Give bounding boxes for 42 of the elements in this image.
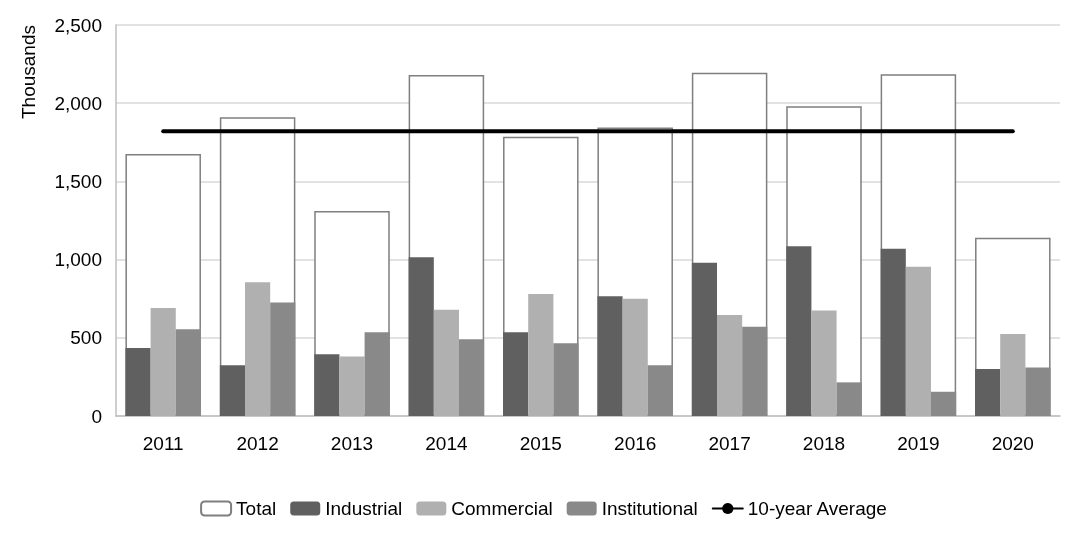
bar bbox=[905, 266, 931, 416]
bar bbox=[1000, 333, 1026, 416]
legend-label: 10-year Average bbox=[747, 498, 887, 519]
bar bbox=[219, 365, 246, 416]
bar bbox=[880, 248, 906, 416]
legend-label: Industrial bbox=[325, 498, 403, 519]
x-tick-label: 2011 bbox=[142, 433, 184, 454]
bar bbox=[503, 332, 529, 416]
y-tick-label: 500 bbox=[70, 327, 102, 349]
x-tick-label: 2019 bbox=[897, 433, 940, 454]
x-tick-label: 2018 bbox=[802, 433, 846, 454]
bar bbox=[975, 369, 1001, 416]
bar bbox=[433, 309, 459, 416]
bar bbox=[597, 296, 623, 416]
legend-label: Total bbox=[236, 498, 277, 519]
bar bbox=[314, 354, 340, 416]
bar bbox=[691, 262, 718, 416]
bar bbox=[811, 310, 837, 416]
bar bbox=[245, 282, 271, 416]
legend-label: Institutional bbox=[601, 498, 698, 519]
y-tick-label: 1,500 bbox=[54, 170, 102, 192]
bar bbox=[528, 294, 554, 416]
x-tick-label: 2013 bbox=[330, 433, 374, 454]
legend-label: Commercial bbox=[451, 498, 553, 519]
x-tick-label: 2014 bbox=[425, 433, 468, 454]
bar bbox=[150, 308, 176, 416]
x-tick-label: 2016 bbox=[614, 433, 657, 454]
bar bbox=[125, 347, 151, 416]
x-tick-label: 2020 bbox=[991, 433, 1034, 454]
x-tick-label: 2017 bbox=[708, 433, 751, 454]
bar bbox=[786, 246, 812, 416]
bar bbox=[622, 298, 648, 416]
bar bbox=[408, 257, 434, 416]
bar bbox=[717, 315, 743, 416]
x-tick-label: 2015 bbox=[519, 433, 562, 454]
y-tick-label: 2,000 bbox=[54, 92, 102, 114]
bar bbox=[339, 356, 365, 416]
y-tick-label: 1,000 bbox=[54, 249, 102, 271]
y-tick-label: 0 bbox=[91, 405, 102, 427]
y-axis-title: Thousands bbox=[18, 25, 39, 120]
x-tick-label: 2012 bbox=[236, 433, 279, 454]
y-tick-label: 2,500 bbox=[54, 14, 102, 36]
